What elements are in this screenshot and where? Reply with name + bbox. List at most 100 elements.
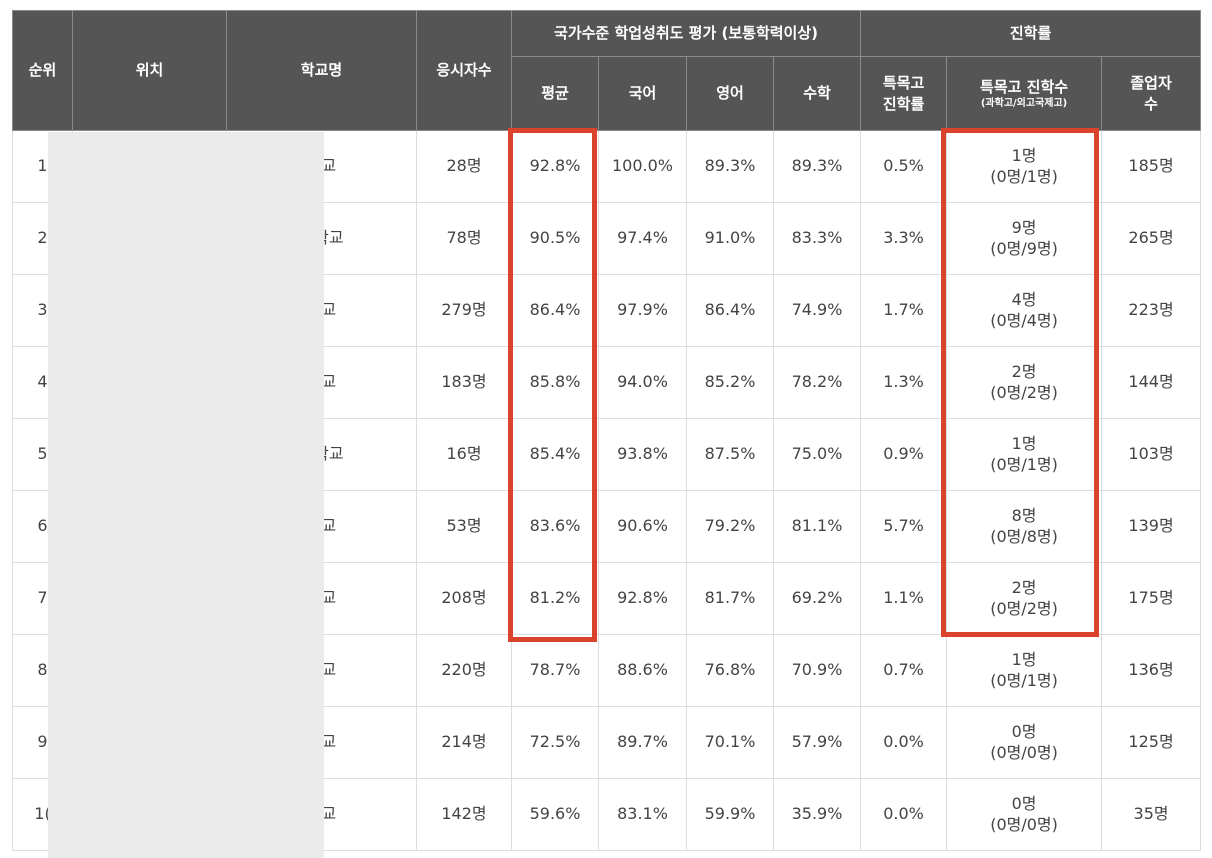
cell-english: 85.2%: [686, 346, 774, 419]
cell-math: 69.2%: [772, 562, 862, 635]
cell-special-count: 0명 (0명/0명): [946, 706, 1103, 779]
header-special-count-sub: (과학고/외고국제고): [980, 97, 1068, 109]
special-count-split: (0명/8명): [990, 526, 1058, 546]
cell-korean: 94.0%: [598, 346, 687, 419]
cell-avg: 81.2%: [511, 562, 599, 635]
cell-graduates: 175명: [1101, 562, 1202, 635]
cell-avg: 83.6%: [511, 490, 599, 563]
cell-avg: 78.7%: [511, 634, 599, 707]
special-count-split: (0명/2명): [990, 598, 1058, 618]
cell-examinees: 214명: [416, 706, 512, 779]
special-count-split: (0명/2명): [990, 382, 1058, 402]
header-advancement-group: 진학률: [860, 10, 1202, 57]
cell-special-count: 1명 (0명/1명): [946, 130, 1103, 203]
cell-examinees: 78명: [416, 202, 512, 275]
cell-special-count: 2명 (0명/2명): [946, 562, 1103, 635]
header-location: 위치: [72, 10, 227, 131]
cell-math: 78.2%: [772, 346, 862, 419]
cell-avg: 59.6%: [511, 778, 599, 851]
special-count-total: 2명: [1011, 577, 1037, 597]
special-count-total: 1명: [1011, 433, 1037, 453]
cell-korean: 100.0%: [598, 130, 687, 203]
special-count-total: 1명: [1011, 649, 1037, 669]
header-graduates-line2: 수: [1144, 94, 1158, 113]
cell-graduates: 144명: [1101, 346, 1202, 419]
cell-special-rate: 5.7%: [860, 490, 948, 563]
cell-math: 35.9%: [772, 778, 862, 851]
special-count-split: (0명/1명): [990, 454, 1058, 474]
special-count-total: 0명: [1011, 721, 1037, 741]
cell-avg: 90.5%: [511, 202, 599, 275]
special-count-total: 2명: [1011, 361, 1037, 381]
header-special-count: 특목고 진학수 (과학고/외고국제고): [946, 56, 1103, 131]
header-average: 평균: [511, 56, 599, 131]
cell-korean: 83.1%: [598, 778, 687, 851]
cell-graduates: 136명: [1101, 634, 1202, 707]
cell-special-count: 9명 (0명/9명): [946, 202, 1103, 275]
cell-special-rate: 0.0%: [860, 778, 948, 851]
special-count-total: 9명: [1011, 217, 1037, 237]
cell-graduates: 185명: [1101, 130, 1202, 203]
header-korean: 국어: [598, 56, 687, 131]
cell-special-rate: 1.3%: [860, 346, 948, 419]
special-count-split: (0명/1명): [990, 670, 1058, 690]
cell-graduates: 223명: [1101, 274, 1202, 347]
cell-special-count: 2명 (0명/2명): [946, 346, 1103, 419]
cell-graduates: 265명: [1101, 202, 1202, 275]
cell-korean: 89.7%: [598, 706, 687, 779]
special-count-total: 1명: [1011, 145, 1037, 165]
special-count-total: 8명: [1011, 505, 1037, 525]
special-count-total: 0명: [1011, 793, 1037, 813]
header-special-rate-line2: 진학률: [882, 94, 925, 113]
cell-avg: 85.8%: [511, 346, 599, 419]
cell-korean: 97.4%: [598, 202, 687, 275]
cell-special-rate: 1.7%: [860, 274, 948, 347]
cell-graduates: 35명: [1101, 778, 1202, 851]
cell-special-count: 4명 (0명/4명): [946, 274, 1103, 347]
cell-examinees: 183명: [416, 346, 512, 419]
header-rank: 순위: [12, 10, 73, 131]
cell-special-count: 1명 (0명/1명): [946, 634, 1103, 707]
cell-special-rate: 0.5%: [860, 130, 948, 203]
cell-examinees: 28명: [416, 130, 512, 203]
cell-math: 89.3%: [772, 130, 862, 203]
redaction-block: [48, 132, 324, 858]
cell-korean: 92.8%: [598, 562, 687, 635]
cell-math: 70.9%: [772, 634, 862, 707]
header-math: 수학: [772, 56, 862, 131]
cell-examinees: 279명: [416, 274, 512, 347]
average-highlight-box: [508, 128, 597, 642]
cell-korean: 93.8%: [598, 418, 687, 491]
cell-math: 81.1%: [772, 490, 862, 563]
cell-korean: 88.6%: [598, 634, 687, 707]
header-school: 학교명: [226, 10, 417, 131]
special-count-split: (0명/0명): [990, 814, 1058, 834]
cell-avg: 72.5%: [511, 706, 599, 779]
header-examinees: 응시자수: [416, 10, 512, 131]
cell-graduates: 103명: [1101, 418, 1202, 491]
cell-math: 57.9%: [772, 706, 862, 779]
header-special-count-label: 특목고 진학수: [980, 77, 1069, 96]
cell-english: 81.7%: [686, 562, 774, 635]
cell-english: 76.8%: [686, 634, 774, 707]
special-count-highlight-box: [941, 128, 1099, 637]
cell-english: 87.5%: [686, 418, 774, 491]
special-count-split: (0명/1명): [990, 166, 1058, 186]
cell-examinees: 142명: [416, 778, 512, 851]
cell-math: 83.3%: [772, 202, 862, 275]
cell-special-count: 0명 (0명/0명): [946, 778, 1103, 851]
cell-graduates: 139명: [1101, 490, 1202, 563]
cell-english: 86.4%: [686, 274, 774, 347]
cell-english: 89.3%: [686, 130, 774, 203]
header-graduates-line1: 졸업자: [1130, 74, 1172, 93]
special-count-split: (0명/4명): [990, 310, 1058, 330]
cell-examinees: 16명: [416, 418, 512, 491]
special-count-total: 4명: [1011, 289, 1037, 309]
cell-korean: 97.9%: [598, 274, 687, 347]
header-assessment-group: 국가수준 학업성취도 평가 (보통학력이상): [510, 10, 862, 57]
cell-korean: 90.6%: [598, 490, 687, 563]
special-count-split: (0명/9명): [990, 238, 1058, 258]
header-graduates: 졸업자 수: [1101, 56, 1202, 131]
cell-examinees: 208명: [416, 562, 512, 635]
cell-special-rate: 0.7%: [860, 634, 948, 707]
